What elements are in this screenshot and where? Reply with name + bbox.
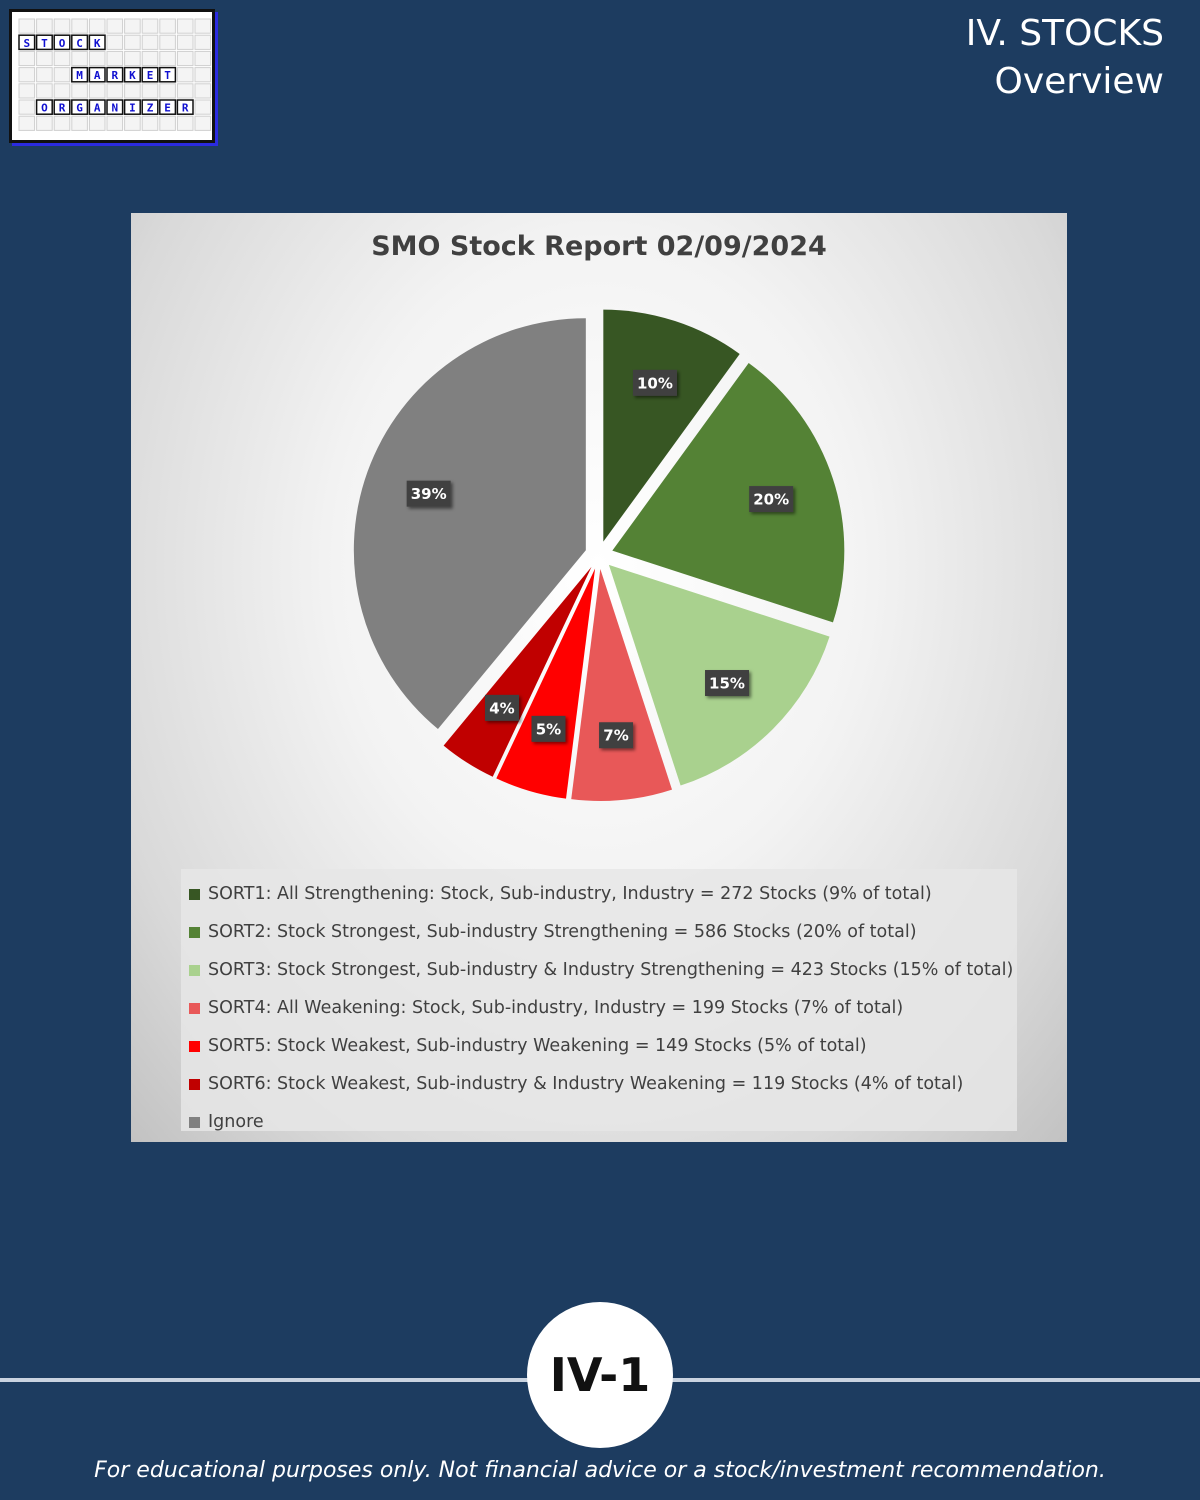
section-subtitle: Overview [994,61,1165,102]
logo-cell [53,34,71,51]
legend-label: SORT4: All Weakening: Stock, Sub-industr… [208,998,904,1018]
data-label-text: 20% [753,491,789,509]
disclaimer: For educational purposes only. Not finan… [94,1458,1106,1483]
logo-cell [141,66,159,83]
legend-item: Ignore [189,1103,1017,1141]
logo-cell [159,66,177,83]
logo-letter: E [147,69,154,82]
logo-letter: T [164,69,171,82]
chart-panel: SMO Stock Report 02/09/2024 10% 20% 15% 7% 5… [131,213,1067,1142]
legend-label: SORT1: All Strengthening: Stock, Sub-ind… [208,884,932,904]
stock-market-organizer-logo: S T O C KM A R K E TO R G A N I Z E R [18,18,212,131]
logo-letter: M [76,69,83,82]
logo-cell [159,99,177,115]
data-label: 4% [484,694,519,721]
pie-slice [612,362,845,623]
legend-label: SORT5: Stock Weakest, Sub-industry Weake… [208,1036,867,1056]
logo-cell [141,99,159,115]
logo-letter: N [111,102,118,115]
logo-letter: S [23,37,30,50]
chart-legend: SORT1: All Strengthening: Stock, Sub-ind… [181,869,1017,1132]
legend-item: SORT4: All Weakening: Stock, Sub-industr… [189,989,1017,1027]
legend-swatch [189,1002,200,1014]
legend-item: SORT1: All Strengthening: Stock, Sub-ind… [189,875,1017,913]
logo-letter: R [59,102,66,115]
data-label-text: 7% [603,727,628,745]
data-label-text: 39% [411,485,447,503]
data-label-text: 4% [489,699,514,717]
logo-cell [18,34,36,51]
logo-letter: A [94,69,101,82]
logo-cell [88,34,106,51]
legend-label: SORT6: Stock Weakest, Sub-industry & Ind… [208,1074,964,1094]
logo-letter: C [76,37,83,50]
data-label: 15% [705,670,750,697]
logo-cell [176,99,194,115]
logo-letter: I [129,102,136,115]
data-label: 10% [632,369,677,396]
logo-cell [71,66,89,83]
logo-letter: E [164,102,171,115]
legend-item: SORT2: Stock Strongest, Sub-industry Str… [189,913,1017,951]
logo-letter: O [41,102,48,115]
section-title: IV. STOCKS [965,13,1164,54]
legend-label: Ignore [208,1112,264,1132]
legend-item: SORT3: Stock Strongest, Sub-industry & I… [189,951,1017,989]
logo-cell [35,34,53,51]
logo-cell [106,99,124,115]
data-label: 20% [749,486,794,513]
logo-letter: Z [147,102,154,115]
logo-letter: G [76,102,83,115]
pie-slice [443,566,592,777]
pie-slice [603,309,740,542]
logo-letter: T [41,37,48,50]
legend-item: SORT5: Stock Weakest, Sub-industry Weake… [189,1027,1017,1065]
logo-letter: R [111,69,118,82]
legend-label: SORT3: Stock Strongest, Sub-industry & I… [208,960,1014,980]
logo-letter: K [129,69,136,82]
data-label-text: 10% [637,374,673,392]
legend-label: SORT2: Stock Strongest, Sub-industry Str… [208,922,917,942]
logo-cell [123,66,141,83]
legend-swatch [189,964,200,976]
logo-cell [106,66,124,83]
data-label: 39% [406,480,451,507]
data-label-text: 15% [709,675,745,693]
page-number-badge: IV-1 [527,1302,673,1448]
data-label: 7% [599,722,634,749]
logo-cell [88,99,106,115]
logo-letter: A [94,102,101,115]
logo-letter: R [182,102,189,115]
logo-letter: O [59,37,66,50]
logo-cell [123,99,141,115]
logo-cell [88,66,106,83]
pie-chart: 10% 20% 15% 7% 5% 4% 39% [353,309,845,801]
legend-swatch [189,888,200,900]
legend-swatch [189,1116,200,1128]
chart-title: SMO Stock Report 02/09/2024 [371,231,827,262]
logo-cell [35,99,53,115]
page-number: IV-1 [549,1348,651,1402]
pie-slice [353,318,586,730]
legend-swatch [189,1040,200,1052]
legend-swatch [189,926,200,938]
data-label-text: 5% [536,720,561,738]
legend-item: SORT6: Stock Weakest, Sub-industry & Ind… [189,1065,1017,1103]
logo-cell [71,99,89,115]
data-label: 5% [531,715,566,742]
pie-slice [571,568,673,801]
legend-swatch [189,1078,200,1090]
logo-letter: K [94,37,101,50]
page-header: IV. STOCKS Overview [966,12,1164,108]
logo-cell [71,34,89,51]
logo-cell [53,99,71,115]
pie-slice [496,568,596,799]
